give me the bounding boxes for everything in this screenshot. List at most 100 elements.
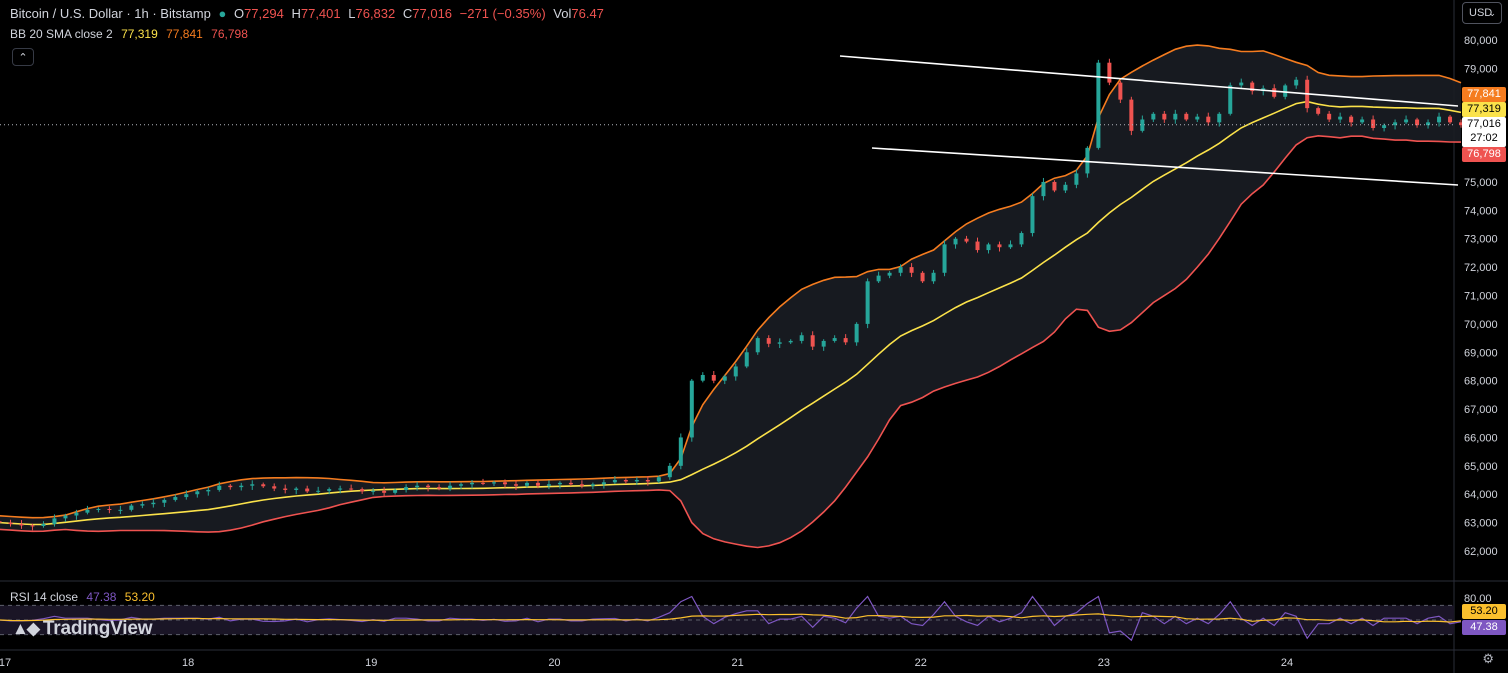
candle-body — [623, 480, 628, 482]
candle-body — [459, 484, 464, 486]
bb-upper-line — [0, 44, 1462, 519]
rsi-header: RSI 14 close 47.38 53.20 — [10, 590, 160, 604]
candle-body — [1173, 113, 1178, 120]
currency-label: USD — [1469, 7, 1493, 19]
currency-selector[interactable]: USD ⌄ — [1462, 2, 1502, 24]
candle-body — [283, 488, 288, 490]
candle-body — [953, 238, 958, 245]
tradingview-logo: ▲◆ TradingView — [12, 618, 152, 640]
candle-body — [1448, 116, 1453, 123]
candle-body — [184, 494, 189, 498]
candle-body — [832, 338, 837, 341]
y-tick-label: 62,000 — [1464, 546, 1498, 558]
candle-body — [52, 518, 57, 525]
candle-body — [1041, 181, 1046, 197]
candle-body — [887, 272, 892, 276]
gear-icon[interactable]: ⚙ — [1482, 651, 1494, 666]
candle-body — [788, 340, 793, 343]
open-value: 77,294 — [244, 6, 284, 21]
candle-body — [1063, 184, 1068, 191]
y-tick-label: 75,000 — [1464, 177, 1498, 189]
candle-body — [524, 482, 529, 486]
market-status-dot: ● — [218, 6, 227, 21]
candle-body — [19, 524, 24, 526]
candle-body — [85, 509, 90, 513]
candle-body — [513, 484, 518, 486]
candle-body — [1107, 62, 1112, 83]
upper-band-price-label: 77,841 — [1462, 87, 1506, 102]
x-tick-label: 20 — [548, 657, 560, 669]
candle-body — [755, 338, 760, 353]
candle-body — [1184, 113, 1189, 120]
candle-body — [41, 524, 46, 527]
candle-body — [415, 485, 420, 488]
y-tick-label: 70,000 — [1464, 319, 1498, 331]
candle-body — [1250, 82, 1255, 92]
x-tick-label: 23 — [1098, 657, 1110, 669]
y-tick-label: 66,000 — [1464, 432, 1498, 444]
symbol-header: Bitcoin / U.S. Dollar · 1h · Bitstamp ● … — [10, 6, 608, 21]
bb-upper-value: 77,841 — [166, 27, 203, 41]
bb-lower-line — [0, 134, 1462, 549]
last-price-value: 77,016 — [1467, 118, 1501, 130]
bb-indicator-header: BB 20 SMA close 2 77,319 77,841 76,798 — [10, 27, 253, 41]
candle-body — [777, 342, 782, 344]
channel-upper-trendline — [839, 55, 1459, 107]
candle-body — [1382, 125, 1387, 129]
chevron-down-icon: ⌄ — [1488, 8, 1496, 18]
candle-body — [1283, 85, 1288, 97]
bb-name[interactable]: BB 20 SMA close 2 — [10, 27, 113, 41]
candle-body — [568, 482, 573, 485]
candle-body — [1008, 244, 1013, 248]
candle-body — [360, 489, 365, 492]
volume-label: Vol — [553, 6, 572, 21]
candle-body — [140, 504, 145, 506]
candle-body — [601, 482, 606, 485]
rsi-ma-label: 53.20 — [1462, 604, 1506, 619]
high-label: H — [291, 6, 301, 21]
candle-body — [854, 323, 859, 343]
candle-body — [1074, 173, 1079, 185]
candle-body — [1459, 122, 1464, 126]
rsi-name[interactable]: RSI 14 close — [10, 590, 79, 604]
candle-body — [294, 488, 299, 490]
candle-body — [634, 480, 639, 482]
low-value: 76,832 — [355, 6, 396, 21]
candle-body — [667, 465, 672, 478]
candle-body — [195, 491, 200, 495]
candle-body — [931, 272, 936, 282]
y-tick-label: 71,000 — [1464, 291, 1498, 303]
y-tick-label: 69,000 — [1464, 347, 1498, 359]
candle-body — [393, 489, 398, 493]
candle-body — [8, 522, 13, 525]
candle-body — [30, 525, 35, 527]
candle-body — [1085, 147, 1090, 174]
candle-body — [1052, 181, 1057, 191]
candle-body — [228, 485, 233, 488]
collapse-legend-button[interactable]: ⌃ — [12, 48, 34, 66]
basis-price-label: 77,319 — [1462, 102, 1506, 117]
candle-body — [1217, 113, 1222, 123]
y-tick-label: 72,000 — [1464, 262, 1498, 274]
symbol-title[interactable]: Bitcoin / U.S. Dollar · 1h · Bitstamp — [10, 6, 211, 21]
candle-body — [63, 515, 68, 519]
candle-body — [656, 477, 661, 482]
candle-body — [1360, 119, 1365, 123]
candle-body — [920, 272, 925, 282]
candle-body — [173, 497, 178, 500]
last-price-label: 77,016 27:02 — [1462, 117, 1506, 147]
candle-body — [733, 366, 738, 377]
candle-body — [250, 484, 255, 486]
candle-body — [964, 238, 969, 242]
candle-body — [986, 244, 991, 251]
candle-body — [239, 485, 244, 488]
candle-body — [74, 512, 79, 516]
candle-body — [1272, 88, 1277, 97]
candle-body — [1162, 113, 1167, 120]
rsi-ma-value: 53.20 — [124, 590, 155, 604]
x-tick-label: 21 — [731, 657, 743, 669]
candle-body — [1426, 122, 1431, 126]
candle-body — [766, 338, 771, 344]
candle-body — [535, 482, 540, 486]
